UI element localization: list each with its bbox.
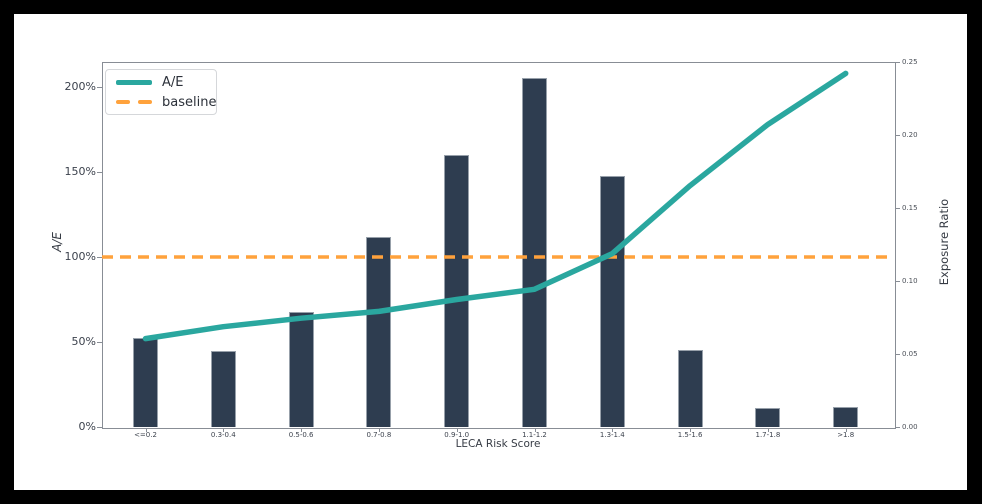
left-tick xyxy=(97,87,102,89)
x-tick xyxy=(767,428,770,432)
left-tick-label: 150% xyxy=(64,165,96,178)
right-y-axis-label: Exposure Ratio xyxy=(937,198,951,286)
x-tick xyxy=(690,428,692,432)
right-tick-label: 0.15 xyxy=(902,204,918,212)
left-tick-label: 50% xyxy=(71,335,96,348)
bar-0.5-0.6 xyxy=(288,311,314,427)
right-tick xyxy=(895,354,900,356)
bar-1.5-1.6 xyxy=(677,349,703,427)
x-tick-label: 1.7-1.8 xyxy=(755,431,781,439)
bar-1.7-1.8 xyxy=(755,408,781,427)
left-tick xyxy=(97,172,102,174)
legend-label-ae: A/E xyxy=(162,74,184,90)
x-tick-label: 0.7-0.8 xyxy=(366,431,392,439)
right-tick-label: 0.25 xyxy=(902,58,918,66)
bar-0.7-0.8 xyxy=(366,237,392,427)
line-series-layer xyxy=(102,70,894,342)
ae-line xyxy=(142,70,849,342)
chart-figure: 0% 50% 100% 150% 200% 0.00 0.05 0.10 0.15 0.20 0.2… xyxy=(14,14,967,490)
legend-label-baseline: baseline xyxy=(162,94,217,110)
x-tick-label: 0.9-1.0 xyxy=(444,431,470,439)
x-axis-label: LECA Risk Score xyxy=(455,438,541,450)
x-tick xyxy=(223,428,225,432)
right-tick xyxy=(895,135,900,137)
left-y-axis-label: A/E xyxy=(50,232,64,252)
bar->1.8 xyxy=(833,406,859,427)
x-tick-label: >1.8 xyxy=(837,431,855,439)
bar-0.3-0.4 xyxy=(210,351,236,427)
right-tick xyxy=(895,281,900,283)
x-tick xyxy=(145,428,147,432)
left-tick-label: 100% xyxy=(64,250,96,263)
x-tick-label: 0.3-0.4 xyxy=(210,431,236,439)
right-tick-label: 0.05 xyxy=(902,350,918,358)
right-tick-label: 0.10 xyxy=(902,277,918,285)
x-tick xyxy=(845,428,847,432)
legend: A/E baseline xyxy=(105,69,217,115)
right-tick-label: 0.20 xyxy=(902,131,918,139)
baseline-dashed-swatch-icon xyxy=(116,99,152,105)
x-tick-label: 1.3-1.4 xyxy=(599,431,625,439)
bar-<=0.2 xyxy=(133,337,158,427)
x-tick xyxy=(534,428,536,432)
x-tick xyxy=(378,428,381,432)
right-tick xyxy=(895,427,900,429)
ae-line-swatch-icon xyxy=(116,79,152,85)
left-tick xyxy=(97,427,102,429)
right-tick-label: 0.00 xyxy=(902,423,918,431)
x-tick xyxy=(301,428,303,432)
x-tick-label: 0.5-0.6 xyxy=(288,431,314,439)
x-tick xyxy=(612,428,614,432)
right-tick xyxy=(895,208,900,210)
left-tick xyxy=(97,342,102,344)
bar-1.1-1.2 xyxy=(522,78,547,427)
x-tick-label: <=0.2 xyxy=(134,431,157,439)
right-tick xyxy=(895,62,900,64)
left-tick xyxy=(97,257,102,259)
legend-entry-baseline: baseline xyxy=(116,95,216,110)
left-tick-label: 200% xyxy=(64,80,96,93)
x-tick-label: 1.5-1.6 xyxy=(677,431,703,439)
x-tick xyxy=(456,428,458,432)
left-tick-label: 0% xyxy=(78,420,96,433)
legend-entry-ae: A/E xyxy=(116,75,216,90)
bar-1.3-1.4 xyxy=(599,175,625,427)
x-tick-label: 1.1-1.2 xyxy=(522,431,547,439)
bar-0.9-1.0 xyxy=(444,155,470,427)
